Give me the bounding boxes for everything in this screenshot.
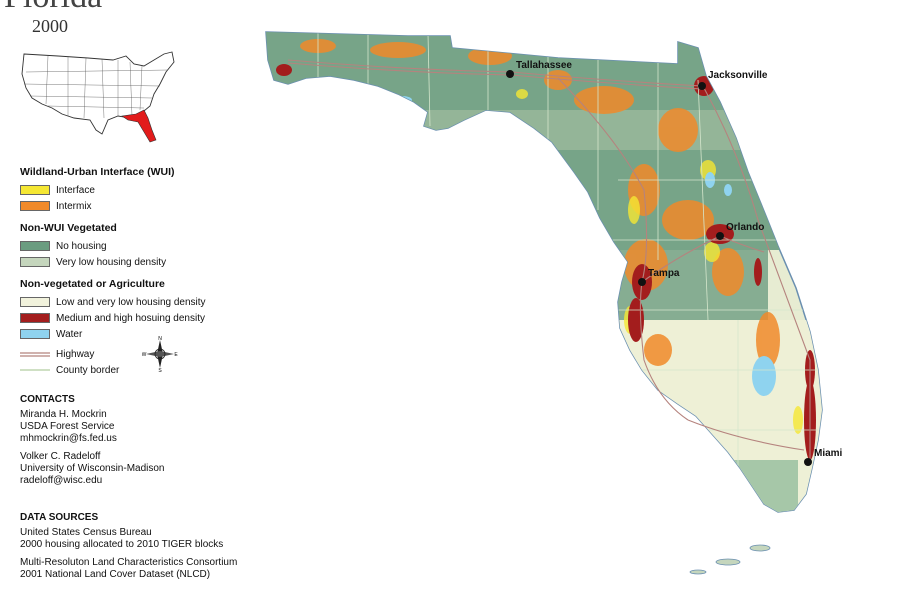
compass-s: S xyxy=(158,368,162,372)
city-label-miami: Miami xyxy=(814,448,843,459)
contact-block: Miranda H. Mockrin USDA Forest Service m… xyxy=(20,409,250,445)
legend-item-medium-high-density: Medium and high hosuing density xyxy=(20,310,250,326)
city-label-jacksonville: Jacksonville xyxy=(708,70,768,81)
source-line: 2000 housing allocated to 2010 TIGER blo… xyxy=(20,539,224,550)
swatch-low-density xyxy=(20,297,50,307)
highway-alligator-alley xyxy=(687,419,805,451)
legend-item-interface: Interface xyxy=(20,182,250,198)
compass-n: N xyxy=(158,336,162,342)
swatch-water xyxy=(20,329,50,339)
usa-locator-map xyxy=(21,51,175,143)
city-dot-miami xyxy=(804,458,812,466)
everglades-region xyxy=(698,460,798,512)
contact-org: USDA Forest Service xyxy=(20,421,115,432)
highway-line-icon xyxy=(20,352,50,357)
county-border-line-icon xyxy=(20,369,50,371)
compass-rose-icon: N S E W xyxy=(142,336,178,372)
map-title: Florida xyxy=(4,0,102,16)
land-cover-layer xyxy=(266,32,822,512)
city-label-orlando: Orlando xyxy=(726,222,764,233)
city-dot-tampa xyxy=(638,278,646,286)
legend-label: Highway xyxy=(56,348,95,360)
map-year: 2000 xyxy=(32,16,68,36)
state-borders xyxy=(23,55,169,119)
swatch-interface xyxy=(20,185,50,195)
city-dot-tallahassee xyxy=(506,70,514,78)
swatch-no-housing xyxy=(20,241,50,251)
legend-heading-nonveg: Non-vegetated or Agriculture xyxy=(20,278,165,290)
city-label-tallahassee: Tallahassee xyxy=(516,60,572,71)
legend-item-low-density: Low and very low housing density xyxy=(20,294,250,310)
contact-email: radeloff@wisc.edu xyxy=(20,475,103,486)
contacts-heading: CONTACTS xyxy=(20,394,75,405)
data-sources-heading: DATA SOURCES xyxy=(20,512,99,523)
contact-name: Miranda H. Mockrin xyxy=(20,409,107,420)
contact-email: mhmockrin@fs.fed.us xyxy=(20,433,117,444)
compass-e: E xyxy=(174,352,178,358)
swatch-medium-high-density xyxy=(20,313,50,323)
compass-w: W xyxy=(142,352,147,358)
source-line: 2001 National Land Cover Dataset (NLCD) xyxy=(20,569,211,580)
legend-label: County border xyxy=(56,364,120,376)
legend-label: No housing xyxy=(56,240,107,252)
florida-map: Tallahassee Jacksonville Orlando Tampa M… xyxy=(265,31,843,575)
highway-i95 xyxy=(703,87,811,460)
legend-label: Intermix xyxy=(56,200,92,212)
legend-item-very-low-housing: Very low housing density xyxy=(20,254,250,270)
contacts-section: CONTACTS Miranda H. Mockrin USDA Forest … xyxy=(20,394,250,493)
source-line: Multi-Resoluton Land Characteristics Con… xyxy=(20,557,238,568)
legend-label: Low and very low housing density xyxy=(56,296,206,308)
legend-label: Very low housing density xyxy=(56,256,167,268)
source-line: United States Census Bureau xyxy=(20,527,152,538)
swatch-intermix xyxy=(20,201,50,211)
florida-keys xyxy=(689,544,771,575)
contact-block: Volker C. Radeloff University of Wiscons… xyxy=(20,451,250,487)
low-density-region xyxy=(266,110,822,150)
legend-label: Medium and high hosuing density xyxy=(56,312,205,324)
city-dot-jacksonville xyxy=(698,82,706,90)
legend-heading-wui: Wildland-Urban Interface (WUI) xyxy=(20,166,175,178)
legend-heading-nonwui: Non-WUI Vegetated xyxy=(20,222,117,234)
legend-item-no-housing: No housing xyxy=(20,238,250,254)
highway-i75 xyxy=(557,77,689,421)
legend-item-county-border: County border xyxy=(20,362,250,378)
legend-item-water: Water xyxy=(20,326,250,342)
city-markers: Tallahassee Jacksonville Orlando Tampa M… xyxy=(506,60,843,466)
legend-item-intermix: Intermix xyxy=(20,198,250,214)
contact-org: University of Wisconsin-Madison xyxy=(20,463,165,474)
map-legend: Wildland-Urban Interface (WUI) Interface… xyxy=(20,166,250,378)
city-dot-orlando xyxy=(716,232,724,240)
legend-label: Water xyxy=(56,328,83,340)
source-block: United States Census Bureau 2000 housing… xyxy=(20,527,280,551)
source-block: Multi-Resoluton Land Characteristics Con… xyxy=(20,557,280,581)
contact-name: Volker C. Radeloff xyxy=(20,451,101,462)
usa-outline xyxy=(21,51,175,135)
swatch-very-low-housing xyxy=(20,257,50,267)
legend-label: Interface xyxy=(56,184,95,196)
data-sources-section: DATA SOURCES United States Census Bureau… xyxy=(20,512,280,587)
city-label-tampa: Tampa xyxy=(648,268,680,279)
florida-highlight xyxy=(121,109,157,143)
legend-item-highway: Highway xyxy=(20,346,250,362)
